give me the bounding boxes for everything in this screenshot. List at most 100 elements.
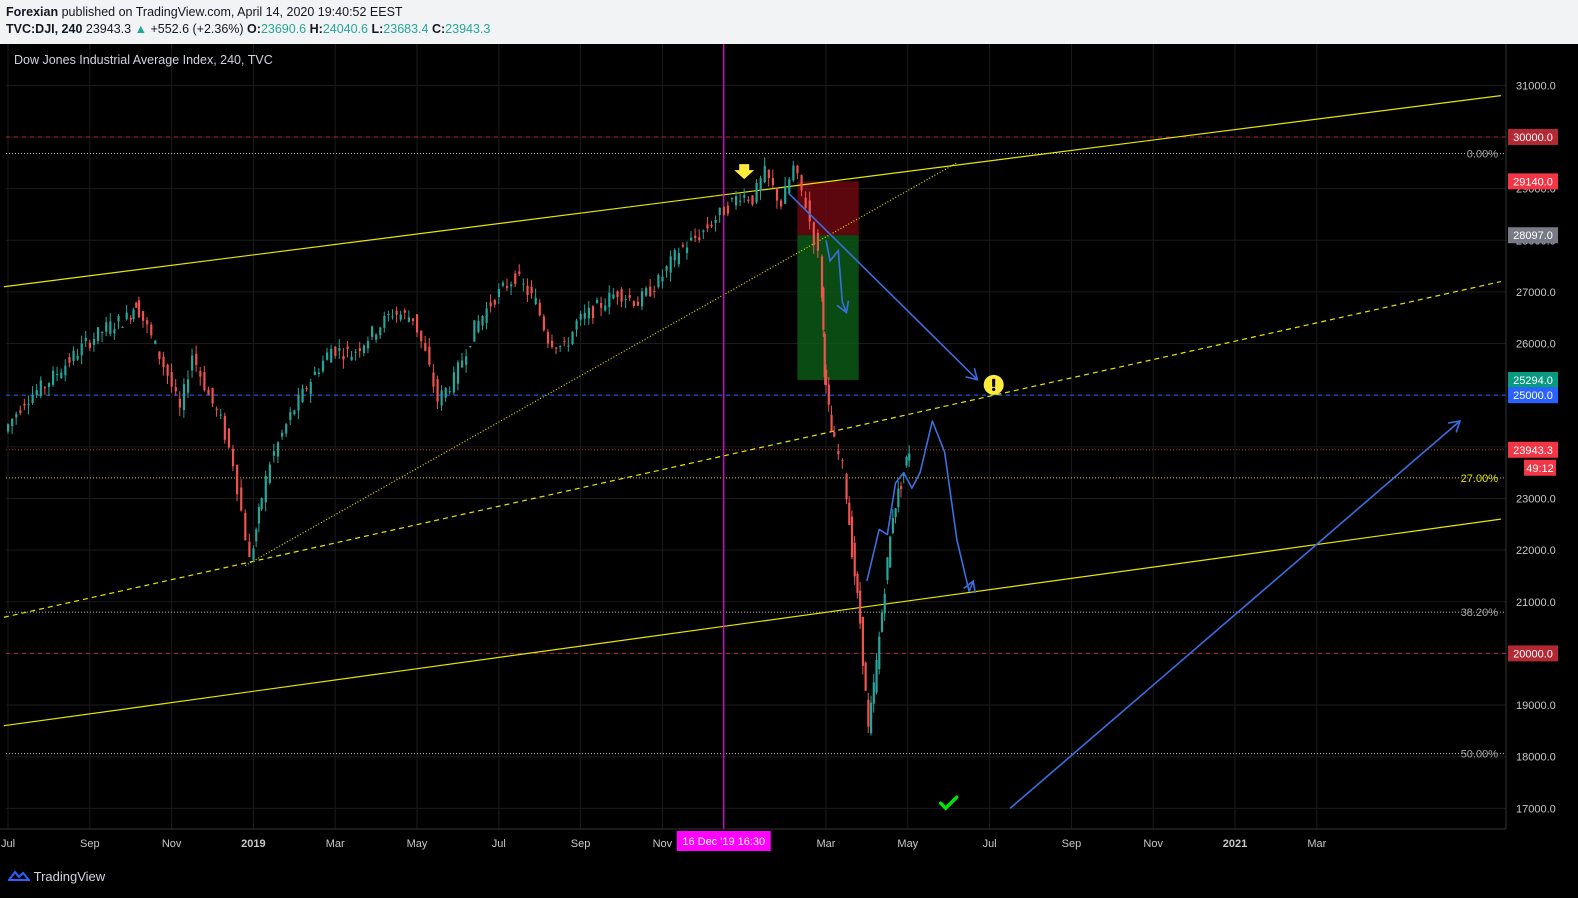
candle-body bbox=[722, 207, 725, 216]
x-tick-label: Mar bbox=[326, 838, 345, 850]
price-change: +552.6 (+2.36%) bbox=[150, 22, 244, 36]
publish-line: Forexian published on TradingView.com, A… bbox=[6, 5, 403, 19]
publish-info: published on TradingView.com, April 14, … bbox=[61, 5, 403, 19]
fib-level-label: 50.00% bbox=[1461, 749, 1499, 761]
candle-body bbox=[276, 442, 280, 457]
candle-body bbox=[673, 250, 676, 261]
candle-body bbox=[281, 432, 284, 437]
candle-body bbox=[178, 398, 181, 408]
candle-body bbox=[11, 418, 14, 427]
candle-body bbox=[867, 699, 870, 727]
candle-body bbox=[80, 343, 83, 356]
checkmark-icon bbox=[938, 795, 959, 811]
candle-body bbox=[681, 244, 685, 247]
candle-body bbox=[780, 200, 783, 207]
candle-body bbox=[710, 224, 713, 227]
candle-body bbox=[677, 252, 680, 265]
candle-body bbox=[301, 388, 304, 403]
candle-body bbox=[244, 512, 247, 541]
y-tick-label: 17000.0 bbox=[1516, 803, 1556, 815]
candle-body bbox=[481, 316, 484, 326]
tradingview-brand[interactable]: TradingView bbox=[7, 868, 105, 884]
candle-body bbox=[186, 379, 190, 393]
candle-body bbox=[649, 286, 652, 297]
candle-body bbox=[827, 384, 830, 405]
candle-body bbox=[616, 291, 619, 298]
candle-body bbox=[804, 197, 807, 208]
candle-body bbox=[375, 334, 378, 340]
candle-body bbox=[685, 247, 689, 254]
price-tag-label: 28097.0 bbox=[1513, 230, 1553, 242]
candle-body bbox=[60, 372, 63, 379]
candle-body bbox=[800, 174, 803, 191]
candle-body bbox=[321, 360, 325, 372]
candle-body bbox=[730, 198, 734, 200]
low-value: 23683.4 bbox=[383, 22, 429, 36]
candle-body bbox=[864, 662, 867, 691]
candle-body bbox=[853, 542, 856, 577]
candle-body bbox=[767, 169, 770, 179]
exclamation-dot bbox=[992, 387, 996, 391]
candle-body bbox=[182, 384, 186, 410]
candle-body bbox=[257, 507, 261, 524]
candle-body bbox=[714, 219, 717, 223]
candle-body bbox=[68, 357, 71, 363]
candle-body bbox=[27, 404, 30, 406]
rising-support-line bbox=[244, 162, 958, 567]
candle-body bbox=[255, 529, 258, 542]
candle-body bbox=[428, 346, 431, 365]
candle-body bbox=[600, 302, 603, 308]
candle-body bbox=[883, 593, 886, 614]
candle-body bbox=[121, 326, 124, 328]
candle-body bbox=[51, 370, 55, 385]
high-label: H: bbox=[309, 22, 323, 36]
candle-body bbox=[897, 488, 900, 508]
candle-body bbox=[358, 348, 361, 352]
x-tick-label: 2019 bbox=[241, 838, 265, 850]
y-tick-label: 26000.0 bbox=[1516, 339, 1556, 351]
symbol-line: TVC:DJI, 240 23943.3 ▲ +552.6 (+2.36%) O… bbox=[6, 22, 490, 36]
candle-body bbox=[792, 165, 795, 181]
candle-body bbox=[15, 414, 18, 418]
price-tag bbox=[1524, 459, 1556, 476]
candle-body bbox=[526, 285, 529, 296]
candle-body bbox=[391, 316, 394, 318]
candle-body bbox=[92, 338, 96, 345]
candle-body bbox=[872, 682, 875, 704]
candle-body bbox=[285, 424, 288, 434]
candle-body bbox=[612, 294, 615, 299]
candle-body bbox=[223, 415, 226, 440]
candle-body bbox=[808, 200, 811, 222]
candle-body bbox=[878, 636, 881, 670]
candle-body bbox=[219, 414, 222, 416]
price-tag bbox=[1508, 645, 1558, 662]
candle-body bbox=[669, 256, 672, 273]
candle-body bbox=[485, 308, 488, 323]
candle-body bbox=[101, 332, 104, 334]
x-tick-label: Nov bbox=[162, 838, 182, 850]
candle-body bbox=[411, 318, 415, 322]
x-tick-label: Nov bbox=[653, 838, 673, 850]
candle-body bbox=[117, 316, 120, 322]
candle-body bbox=[891, 517, 895, 534]
price-chart[interactable]: 0.00% 27.00% 38.20% 50.00% Dow Jones Industr… bbox=[0, 44, 1578, 858]
candle-body bbox=[567, 345, 570, 347]
candle-body bbox=[546, 331, 550, 344]
candle-body bbox=[293, 410, 296, 415]
y-tick-label: 23000.0 bbox=[1516, 493, 1556, 505]
candle-body bbox=[342, 355, 345, 360]
candle-body bbox=[825, 369, 828, 386]
low-label: L: bbox=[371, 22, 384, 36]
candle-body bbox=[264, 476, 267, 503]
candle-body bbox=[726, 205, 730, 214]
candle-body bbox=[146, 320, 149, 325]
symbol-label: TVC:DJI, 240 bbox=[6, 22, 83, 36]
candle-body bbox=[763, 165, 766, 183]
candle-body bbox=[436, 379, 439, 402]
author-name[interactable]: Forexian bbox=[6, 5, 59, 19]
candle-body bbox=[620, 289, 623, 302]
candle-body bbox=[555, 347, 558, 349]
candle-body bbox=[137, 300, 141, 318]
price-tag-label: 20000.0 bbox=[1513, 648, 1553, 660]
candle-body bbox=[706, 224, 709, 229]
